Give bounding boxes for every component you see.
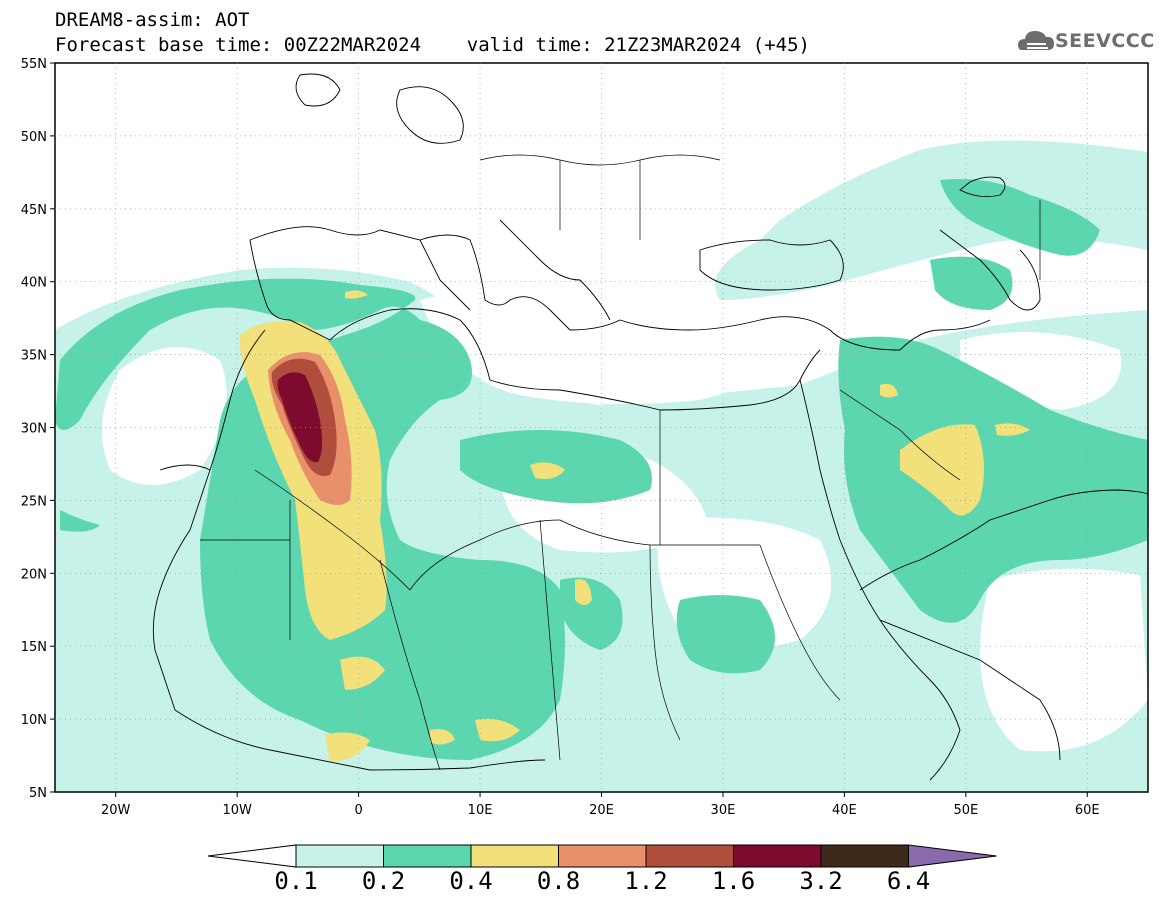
latitude-labels: 55N 50N 45N 40N 35N 30N 25N 20N 15N 10N 5N — [21, 57, 55, 801]
longitude-label: 60E — [1075, 803, 1100, 818]
colorbar-label: 0.4 — [449, 867, 492, 895]
latitude-label: 30N — [21, 422, 47, 437]
aot-field — [55, 140, 1148, 792]
colorbar-segment — [470, 844, 559, 868]
colorbar-segment — [645, 844, 734, 868]
colorbar-label: 0.1 — [274, 867, 317, 895]
longitude-label: 20E — [589, 803, 614, 818]
latitude-label: 25N — [21, 494, 47, 509]
colorbar-label: 0.8 — [537, 867, 580, 895]
latitude-label: 5N — [29, 786, 47, 801]
latitude-label: 45N — [21, 203, 47, 218]
longitude-label: 50E — [953, 803, 978, 818]
latitude-label: 35N — [21, 349, 47, 364]
forecast-time-line: Forecast base time: 00Z22MAR2024 valid t… — [55, 34, 810, 56]
colorbar-extension-high — [908, 844, 997, 868]
latitude-label: 15N — [21, 640, 47, 655]
latitude-label: 10N — [21, 713, 47, 728]
latitude-label: 55N — [21, 57, 47, 72]
colorbar-label: 3.2 — [799, 867, 842, 895]
colorbar-extension-low — [207, 844, 297, 868]
colorbar-label: 0.2 — [362, 867, 405, 895]
longitude-label: 10E — [468, 803, 493, 818]
colorbar-segment — [733, 844, 822, 868]
longitude-label: 10W — [222, 803, 252, 818]
colorbar-segment — [820, 844, 909, 868]
latitude-label: 40N — [21, 276, 47, 291]
coastlines — [152, 73, 1149, 781]
colorbar-label: 1.6 — [712, 867, 755, 895]
cloud-icon — [1018, 31, 1054, 50]
colorbar-label: 6.4 — [887, 867, 930, 895]
longitude-label: 0 — [354, 803, 362, 818]
longitude-label: 20W — [101, 803, 131, 818]
graticule — [55, 63, 1148, 792]
longitude-label: 40E — [832, 803, 857, 818]
aot-level-1.6 — [277, 372, 323, 463]
latitude-label: 50N — [21, 130, 47, 145]
colorbar-segment — [295, 844, 384, 868]
logo-text: SEEVCCC — [1055, 30, 1155, 52]
colorbar-label: 1.2 — [624, 867, 667, 895]
colorbar-segment — [383, 844, 472, 868]
map-title: DREAM8-assim: AOT — [55, 9, 250, 31]
longitude-label: 30E — [711, 803, 736, 818]
colorbar — [207, 844, 997, 868]
colorbar-labels: 0.1 0.2 0.4 0.8 1.2 1.6 3.2 6.4 — [274, 867, 930, 895]
longitude-labels: 20W 10W 0 10E 20E 30E 40E 50E 60E — [101, 792, 1100, 818]
country-borders — [200, 154, 1041, 771]
colorbar-segment — [558, 844, 647, 868]
latitude-label: 20N — [21, 567, 47, 582]
